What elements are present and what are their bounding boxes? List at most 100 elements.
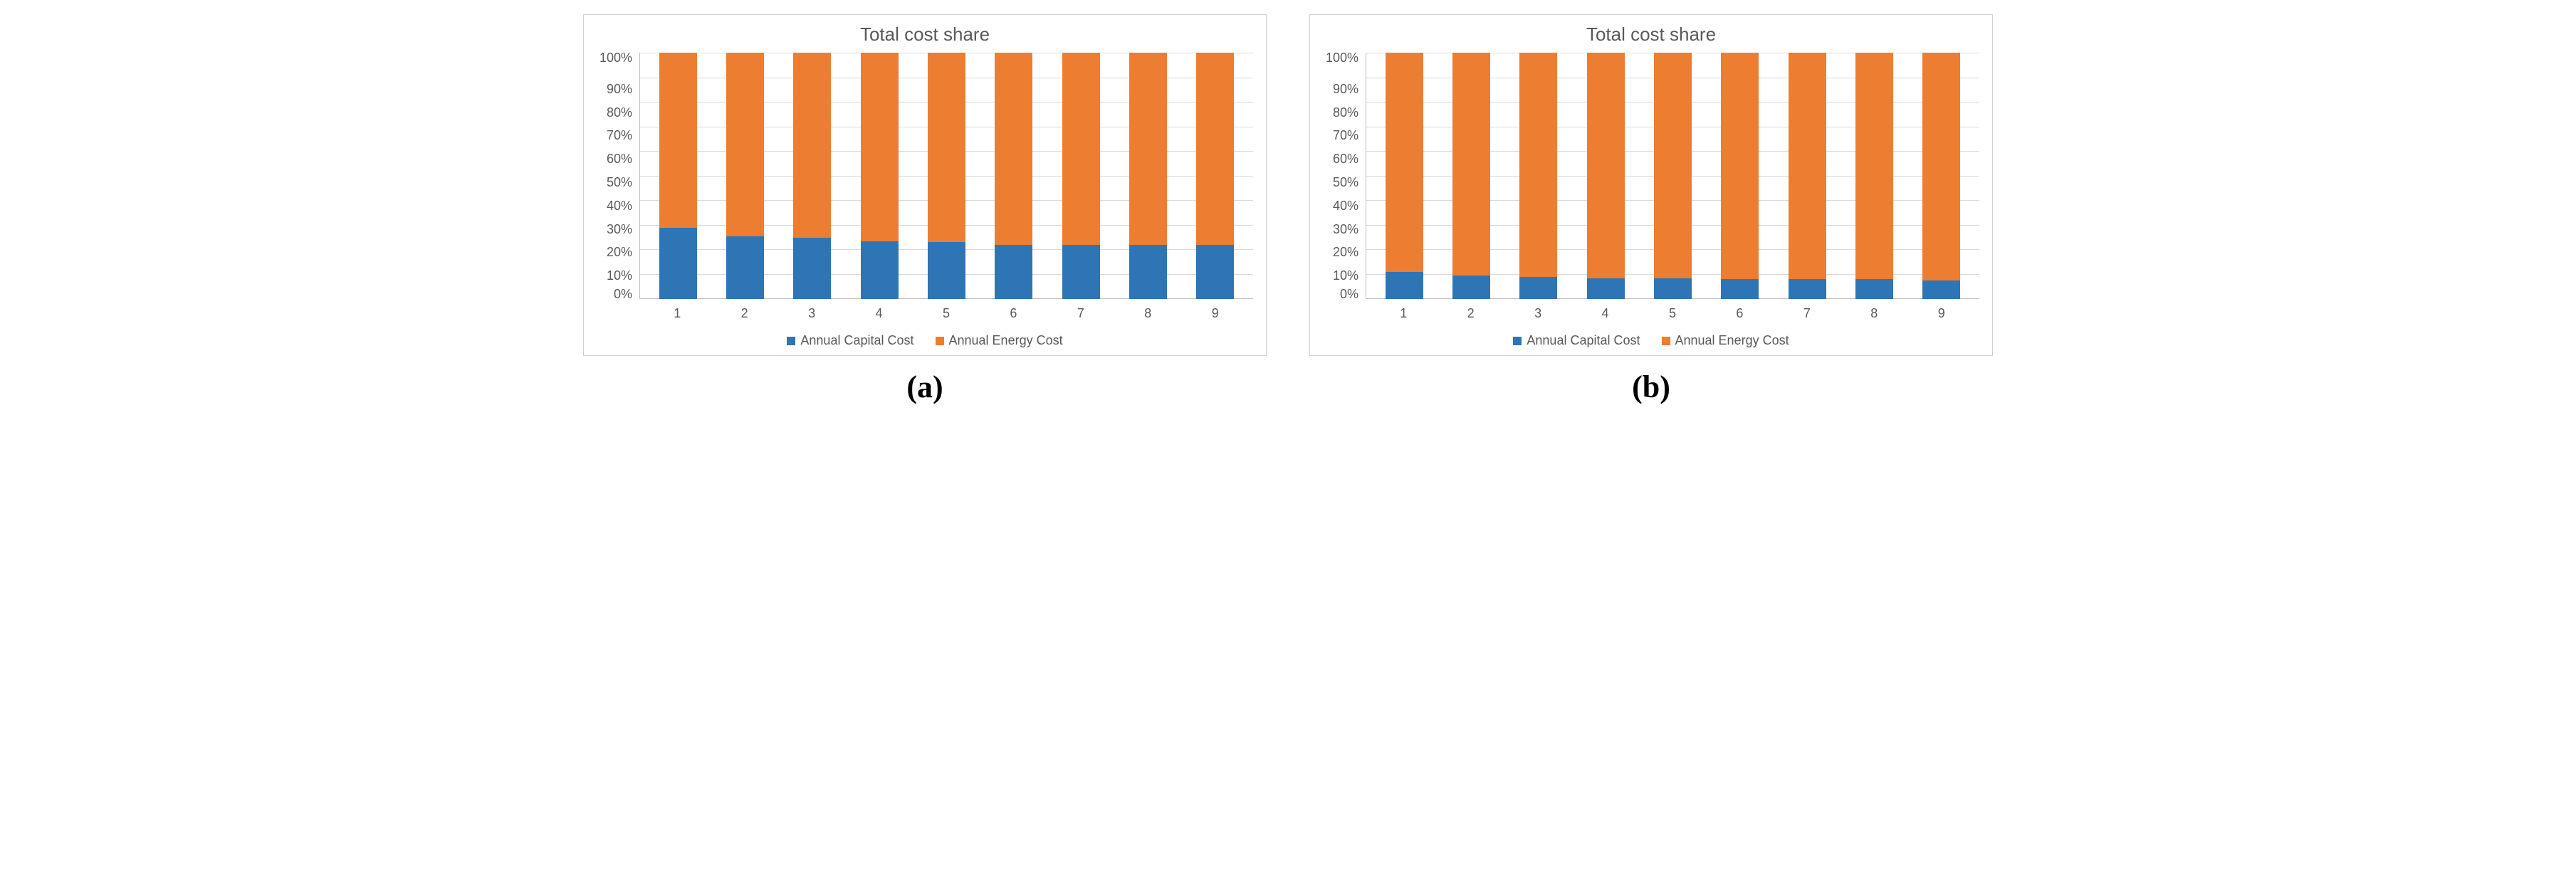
stacked-bar (1721, 53, 1759, 299)
chart-a-x-labels: 123456789 (639, 302, 1253, 323)
x-tick-label: 1 (1370, 302, 1437, 323)
bar-segment-capital (1196, 245, 1234, 299)
y-tick-label: 80% (597, 106, 637, 119)
chart-a-sublabel: (a) (906, 369, 943, 405)
chart-a-y-axis: 100%90%80%70%60%50%40%30%20%10%0% (597, 53, 637, 299)
y-tick-label: 90% (597, 83, 637, 95)
stacked-bar (861, 53, 899, 299)
bar-slot (644, 53, 711, 299)
x-tick-label: 6 (1706, 302, 1773, 323)
bar-slot (779, 53, 846, 299)
bar-segment-capital (1062, 245, 1100, 299)
legend-label-energy: Annual Energy Cost (949, 333, 1063, 348)
bar-segment-capital (659, 228, 697, 299)
bar-slot (846, 53, 913, 299)
x-tick-label: 2 (711, 302, 777, 323)
bar-segment-energy (1386, 53, 1423, 272)
bar-slot (1841, 53, 1907, 299)
stacked-bar (793, 53, 831, 299)
stacked-bar (1519, 53, 1557, 299)
x-tick-label: 7 (1774, 302, 1841, 323)
bar-segment-energy (659, 53, 697, 228)
bar-slot (711, 53, 778, 299)
y-tick-label: 0% (1323, 288, 1363, 300)
bar-segment-energy (1452, 53, 1490, 276)
chart-a-panel: Total cost share 100%90%80%70%60%50%40%3… (583, 14, 1267, 356)
y-tick-label: 50% (1323, 176, 1363, 189)
bar-segment-energy (928, 53, 965, 242)
bar-segment-energy (861, 53, 899, 241)
chart-b-plot: 100%90%80%70%60%50%40%30%20%10%0% 123456… (1323, 53, 1979, 323)
legend-label-capital: Annual Capital Cost (800, 333, 913, 348)
y-tick-label: 40% (597, 199, 637, 212)
x-tick-label: 5 (913, 302, 980, 323)
bar-slot (1438, 53, 1504, 299)
x-tick-label: 6 (980, 302, 1047, 323)
bar-slot (1707, 53, 1774, 299)
bar-segment-energy (1196, 53, 1234, 245)
bar-segment-capital (1386, 272, 1423, 299)
bar-segment-energy (1062, 53, 1100, 245)
chart-b-sublabel: (b) (1632, 369, 1670, 405)
x-tick-label: 2 (1437, 302, 1504, 323)
x-tick-label: 9 (1908, 302, 1975, 323)
stacked-bar (726, 53, 764, 299)
legend-swatch-capital-icon (787, 337, 795, 345)
stacked-bar (995, 53, 1032, 299)
stacked-bar (928, 53, 965, 299)
chart-a-wrap: Total cost share 100%90%80%70%60%50%40%3… (583, 14, 1267, 405)
x-tick-label: 9 (1182, 302, 1249, 323)
bar-slot (1505, 53, 1572, 299)
y-tick-label: 100% (597, 51, 637, 64)
chart-b-panel: Total cost share 100%90%80%70%60%50%40%3… (1309, 14, 1993, 356)
stacked-bar (1062, 53, 1100, 299)
bar-segment-energy (726, 53, 764, 236)
bar-slot (1182, 53, 1249, 299)
bar-slot (980, 53, 1047, 299)
chart-a-title: Total cost share (597, 23, 1253, 46)
bar-segment-capital (1654, 278, 1692, 299)
stacked-bar (1129, 53, 1167, 299)
bar-segment-capital (1721, 279, 1759, 299)
bar-slot (1047, 53, 1114, 299)
chart-a-legend: Annual Capital Cost Annual Energy Cost (597, 333, 1253, 348)
bar-slot (1572, 53, 1639, 299)
y-tick-label: 30% (597, 223, 637, 236)
chart-b-gridbars (1366, 53, 1979, 299)
bar-segment-energy (793, 53, 831, 238)
bar-segment-capital (1129, 245, 1167, 299)
y-tick-label: 40% (1323, 199, 1363, 212)
bar-slot (1774, 53, 1841, 299)
bar-slot (1908, 53, 1975, 299)
y-tick-label: 70% (597, 129, 637, 142)
legend-item-capital: Annual Capital Cost (1513, 333, 1640, 348)
x-tick-label: 7 (1047, 302, 1114, 323)
stacked-bar (1855, 53, 1893, 299)
bar-segment-energy (1922, 53, 1960, 280)
chart-b-x-labels: 123456789 (1366, 302, 1979, 323)
bar-segment-energy (1855, 53, 1893, 279)
x-tick-label: 3 (778, 302, 845, 323)
y-tick-label: 50% (597, 176, 637, 189)
stacked-bar (1452, 53, 1490, 299)
x-tick-label: 3 (1504, 302, 1571, 323)
bar-segment-energy (995, 53, 1032, 245)
bar-segment-capital (928, 242, 965, 299)
stacked-bar (1922, 53, 1960, 299)
y-tick-label: 10% (597, 269, 637, 282)
stacked-bar (659, 53, 697, 299)
bar-segment-energy (1129, 53, 1167, 245)
bar-segment-capital (861, 241, 899, 299)
stacked-bar (1196, 53, 1234, 299)
legend-swatch-capital-icon (1513, 337, 1522, 345)
y-tick-label: 30% (1323, 223, 1363, 236)
bar-segment-capital (995, 245, 1032, 299)
stacked-bar (1654, 53, 1692, 299)
bar-segment-capital (1519, 277, 1557, 299)
stacked-bar (1386, 53, 1423, 299)
legend-item-energy: Annual Energy Cost (936, 333, 1063, 348)
legend-label-energy: Annual Energy Cost (1675, 333, 1789, 348)
legend-swatch-energy-icon (936, 337, 944, 345)
y-tick-label: 80% (1323, 106, 1363, 119)
bar-slot (1114, 53, 1181, 299)
